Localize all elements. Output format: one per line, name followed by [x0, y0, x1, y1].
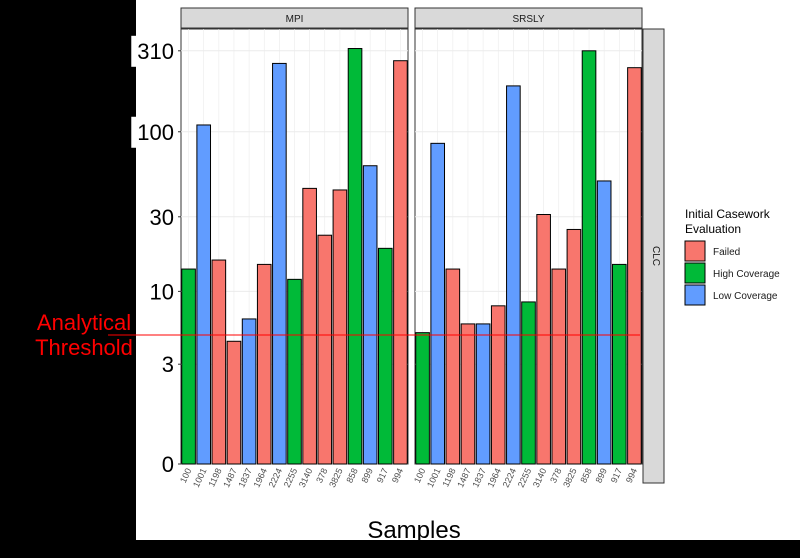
legend-swatch-low_coverage	[684, 284, 706, 306]
bar-mpi-378	[317, 234, 333, 465]
bar-srsly-858	[581, 50, 597, 465]
y-tick-label: 0	[162, 452, 174, 477]
bar-srsly-917	[611, 263, 627, 465]
legend-title: Initial Casework	[685, 207, 771, 221]
bar-srsly-1964	[490, 305, 506, 465]
legend-label: High Coverage	[713, 269, 780, 280]
y-tick-label-bg	[131, 116, 178, 148]
bar-mpi-1198	[211, 259, 227, 465]
bar-srsly-899	[596, 180, 612, 465]
bar-mpi-1487	[226, 340, 242, 465]
row-facet-label: CLC	[650, 246, 661, 266]
bar-mpi-2224	[272, 62, 287, 465]
y-tick-label: 100	[137, 120, 174, 145]
row-facet-strip	[642, 28, 665, 484]
bar-mpi-994	[393, 60, 408, 465]
bar-srsly-1487	[460, 323, 476, 465]
y-tick-label: 3	[162, 352, 174, 377]
legend-title: Evaluation	[685, 222, 741, 236]
bar-mpi-899	[362, 165, 378, 465]
y-tick-label-bg	[131, 35, 178, 67]
bar-mpi-100	[181, 268, 196, 465]
bar-srsly-3825	[566, 228, 582, 465]
y-tick-label: 10	[150, 279, 174, 304]
bar-srsly-378	[551, 268, 567, 465]
bar-mpi-3825	[332, 189, 348, 465]
legend-label: Low Coverage	[713, 291, 778, 302]
facet-strip	[414, 7, 643, 29]
bar-srsly-994	[627, 67, 642, 465]
bar-mpi-2255	[287, 278, 302, 465]
threshold-label: Threshold	[35, 335, 133, 360]
bar-mpi-1964	[256, 263, 272, 465]
bar-srsly-100	[415, 332, 430, 465]
y-tick-label-bg	[143, 201, 178, 233]
bar-mpi-1001	[196, 124, 212, 465]
bar-srsly-1837	[475, 323, 491, 465]
bar-marks	[181, 48, 642, 465]
threshold-label: Analytical	[37, 310, 131, 335]
facet-label: MPI	[286, 14, 304, 25]
bar-mpi-858	[347, 48, 363, 465]
bar-srsly-2224	[506, 85, 521, 465]
legend-label: Failed	[713, 247, 740, 258]
y-tick-label-bg	[143, 276, 178, 308]
bar-srsly-2255	[521, 301, 536, 465]
bar-srsly-1198	[445, 268, 461, 465]
facet-strip	[180, 7, 409, 29]
legend-swatch-high_coverage	[684, 262, 706, 284]
y-tick-label: 310	[137, 39, 174, 64]
legend-swatch-failed	[684, 240, 706, 262]
bar-mpi-3140	[302, 187, 317, 465]
bar-mpi-1837	[241, 318, 257, 465]
bar-srsly-1001	[430, 142, 446, 465]
y-tick-label-bg	[155, 449, 178, 480]
x-axis-label: Samples	[367, 517, 460, 544]
bar-mpi-917	[377, 247, 393, 465]
bar-srsly-3140	[536, 214, 551, 465]
y-tick-label: 30	[150, 205, 174, 230]
facet-label: SRSLY	[512, 14, 544, 25]
y-tick-label-bg	[155, 349, 178, 381]
